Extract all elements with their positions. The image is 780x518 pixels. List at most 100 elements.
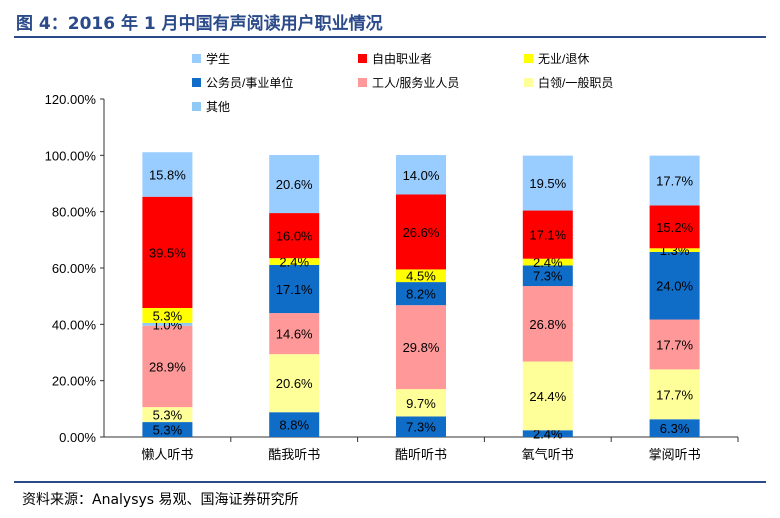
figure-title-bar: 图 4：2016 年 1 月中国有声阅读用户职业情况 xyxy=(14,6,766,38)
bar-segment xyxy=(269,412,320,437)
bar-segment xyxy=(649,248,700,252)
bar-segment xyxy=(142,307,193,323)
legend-label: 学生 xyxy=(206,51,230,66)
legend-item: 自由职业者 xyxy=(358,52,432,66)
legend-item: 无业/退休 xyxy=(524,52,589,66)
data-label: 16.0% xyxy=(276,229,313,244)
data-label: 5.3% xyxy=(153,308,183,323)
source-bar: 资料来源：Analysys 易观、国海证券研究所 xyxy=(14,481,766,513)
data-label: 24.4% xyxy=(529,389,566,404)
legend-item: 其他 xyxy=(192,100,230,114)
data-label: 28.9% xyxy=(149,359,186,374)
bar-segment xyxy=(142,322,193,326)
y-tick-label: 60.00% xyxy=(52,261,97,276)
legend-swatch xyxy=(358,78,367,87)
figure-title: 图 4：2016 年 1 月中国有声阅读用户职业情况 xyxy=(16,14,383,34)
legend-label: 其他 xyxy=(206,100,230,114)
x-tick-label: 酷我听书 xyxy=(268,447,320,462)
x-tick-label: 氧气听书 xyxy=(522,447,574,462)
data-label: 26.6% xyxy=(403,225,440,240)
data-label: 8.8% xyxy=(279,418,309,433)
bar-segment xyxy=(649,205,700,249)
bar-segment xyxy=(522,258,573,266)
data-label: 4.5% xyxy=(406,269,436,284)
data-label: 39.5% xyxy=(149,245,186,260)
legend-item: 白领/一般职员 xyxy=(524,75,613,90)
bar-segment xyxy=(649,369,700,420)
data-label: 7.3% xyxy=(406,420,436,435)
bar-segment xyxy=(649,419,700,437)
data-label: 17.1% xyxy=(276,282,313,297)
data-label: 2.4% xyxy=(533,427,563,442)
legend-swatch xyxy=(524,78,533,87)
bar-segment xyxy=(142,407,193,423)
legend-label: 工人/服务业人员 xyxy=(372,75,459,90)
bar-segment xyxy=(142,196,193,308)
bar-segment xyxy=(396,416,446,437)
bar-segment xyxy=(269,354,320,413)
legend-label: 公务员/事业单位 xyxy=(206,75,293,90)
bar-segment xyxy=(142,325,193,408)
bar-segment xyxy=(269,155,320,214)
x-tick-label: 懒人听书 xyxy=(141,447,193,462)
data-label: 17.7% xyxy=(656,387,693,402)
bar-segment xyxy=(522,430,573,437)
data-label: 6.3% xyxy=(660,421,690,436)
data-label: 8.2% xyxy=(406,287,436,302)
legend-item: 学生 xyxy=(192,51,230,66)
legend-swatch xyxy=(192,54,201,63)
y-tick-label: 100.00% xyxy=(45,148,97,163)
bar-segment xyxy=(396,155,446,195)
bar-segment xyxy=(269,313,320,355)
bar-segment xyxy=(142,422,193,437)
data-label: 14.0% xyxy=(403,168,440,183)
data-label: 14.6% xyxy=(276,327,313,342)
bar-segment xyxy=(269,258,320,265)
y-tick-label: 0.00% xyxy=(59,430,96,445)
bar-segment xyxy=(142,152,193,197)
bar-segment xyxy=(522,361,573,431)
data-label: 15.2% xyxy=(656,220,693,235)
bar-segment xyxy=(396,389,446,417)
data-label: 9.7% xyxy=(406,396,436,411)
bar-segment xyxy=(269,213,320,259)
bar-segment xyxy=(649,155,700,206)
legend-label: 无业/退休 xyxy=(538,52,589,66)
legend-swatch xyxy=(524,54,533,63)
data-label: 19.5% xyxy=(529,176,566,191)
data-label: 20.6% xyxy=(276,376,313,391)
x-tick-label: 掌阅听书 xyxy=(649,447,701,462)
y-tick-label: 40.00% xyxy=(52,317,97,332)
data-label: 17.7% xyxy=(656,174,693,189)
legend-label: 白领/一般职员 xyxy=(538,75,613,90)
data-label: 2.4% xyxy=(279,255,309,270)
data-label: 20.6% xyxy=(276,177,313,192)
bar-segment xyxy=(522,265,573,287)
bar-segment xyxy=(396,305,446,390)
bar-segment xyxy=(522,210,573,259)
bar-segment xyxy=(522,286,573,362)
y-tick-label: 20.00% xyxy=(52,374,97,389)
data-label: 5.3% xyxy=(153,408,183,423)
bar-segment xyxy=(522,155,573,211)
legend-item: 工人/服务业人员 xyxy=(358,75,459,90)
data-label: 7.3% xyxy=(533,269,563,284)
bar-segment xyxy=(396,194,446,270)
data-label: 5.3% xyxy=(153,423,183,438)
legend-swatch xyxy=(358,54,367,63)
legend-label: 自由职业者 xyxy=(372,52,432,66)
bar-segment xyxy=(649,251,700,320)
bar-segment xyxy=(649,319,700,370)
data-label: 24.0% xyxy=(656,279,693,294)
bar-segment xyxy=(396,282,446,306)
legend-swatch xyxy=(192,102,201,111)
data-label: 15.8% xyxy=(149,167,186,182)
data-label: 26.8% xyxy=(529,317,566,332)
bar-segment xyxy=(269,264,320,314)
data-label: 17.1% xyxy=(529,228,566,243)
data-label: 29.8% xyxy=(403,340,440,355)
data-label: 17.7% xyxy=(656,337,693,352)
y-tick-label: 120.00% xyxy=(45,92,97,107)
legend-swatch xyxy=(192,78,201,87)
